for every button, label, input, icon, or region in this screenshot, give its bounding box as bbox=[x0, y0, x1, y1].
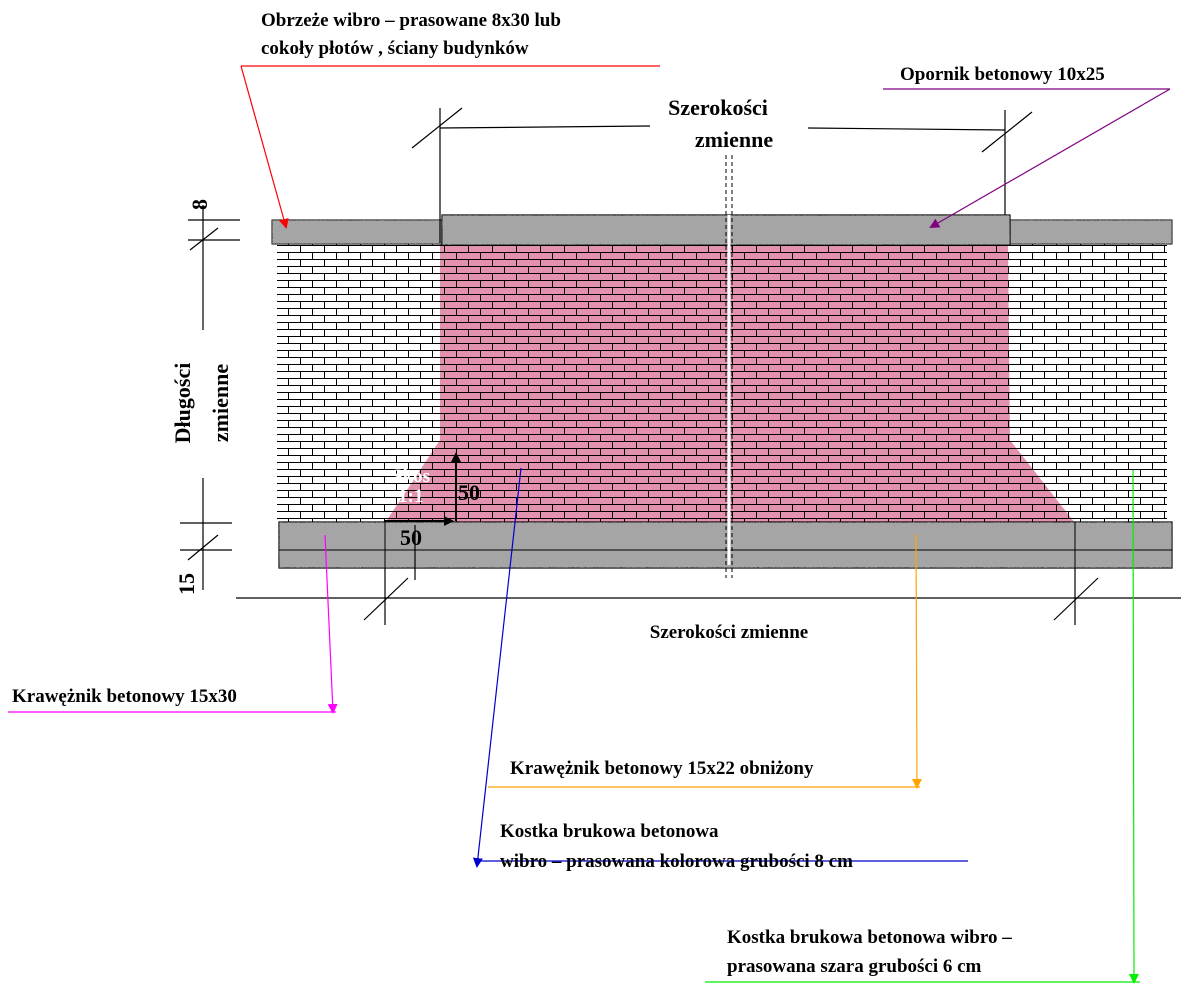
colored-pavers-label-1: Kostka brukowa betonowa bbox=[500, 821, 719, 842]
wall-edge-label-2: cokoły płotów , ściany budynków bbox=[261, 38, 529, 59]
dim-50-horizontal: 50 bbox=[400, 525, 422, 550]
dim-8: 8 bbox=[187, 199, 212, 210]
colored-pavers-leader-arrow bbox=[472, 467, 522, 868]
grey-pavers-leader-arrow bbox=[1128, 469, 1139, 984]
center-axis bbox=[725, 155, 733, 578]
curb-15x22-label: Krawężnik betonowy 15x22 obniżony bbox=[510, 758, 814, 779]
slope-dimension bbox=[385, 452, 461, 580]
grey-pavers-label-2: prasowana szara grubości 6 cm bbox=[727, 956, 982, 977]
bottom-width-dimension bbox=[236, 568, 1181, 625]
slope-label-2: 1:1 bbox=[398, 486, 423, 507]
length-label-1: Długości bbox=[170, 363, 195, 444]
length-dimension bbox=[180, 205, 240, 590]
wall-edge-label-1: Obrzeże wibro – prasowane 8x30 lub bbox=[261, 10, 561, 31]
curb-15x30-leader-arrow bbox=[324, 534, 338, 714]
slope-label-1: Skos bbox=[392, 466, 430, 487]
curb-15x22-leader-arrow bbox=[911, 533, 922, 789]
width-top-label-2: zmienne bbox=[695, 127, 773, 152]
length-label-2: zmienne bbox=[208, 364, 233, 442]
grey-pavers-label-1: Kostka brukowa betonowa wibro – bbox=[727, 927, 1012, 948]
dim-15: 15 bbox=[174, 573, 199, 595]
colored-pavers-label-2: wibro – prasowana kolorowa grubości 8 cm bbox=[500, 851, 853, 872]
dim-50-vertical: 50 bbox=[458, 480, 480, 505]
curb-15x30-label: Krawężnik betonowy 15x30 bbox=[12, 686, 237, 707]
stop-curb-label: Opornik betonowy 10x25 bbox=[900, 64, 1105, 85]
width-bottom-label: Szerokości zmienne bbox=[650, 622, 809, 643]
stop-curb-leader-arrow bbox=[929, 88, 1171, 229]
wall-edge-leader-arrow bbox=[240, 65, 289, 229]
width-top-label-1: Szerokości bbox=[668, 95, 768, 120]
top-width-dimension bbox=[411, 107, 1033, 243]
